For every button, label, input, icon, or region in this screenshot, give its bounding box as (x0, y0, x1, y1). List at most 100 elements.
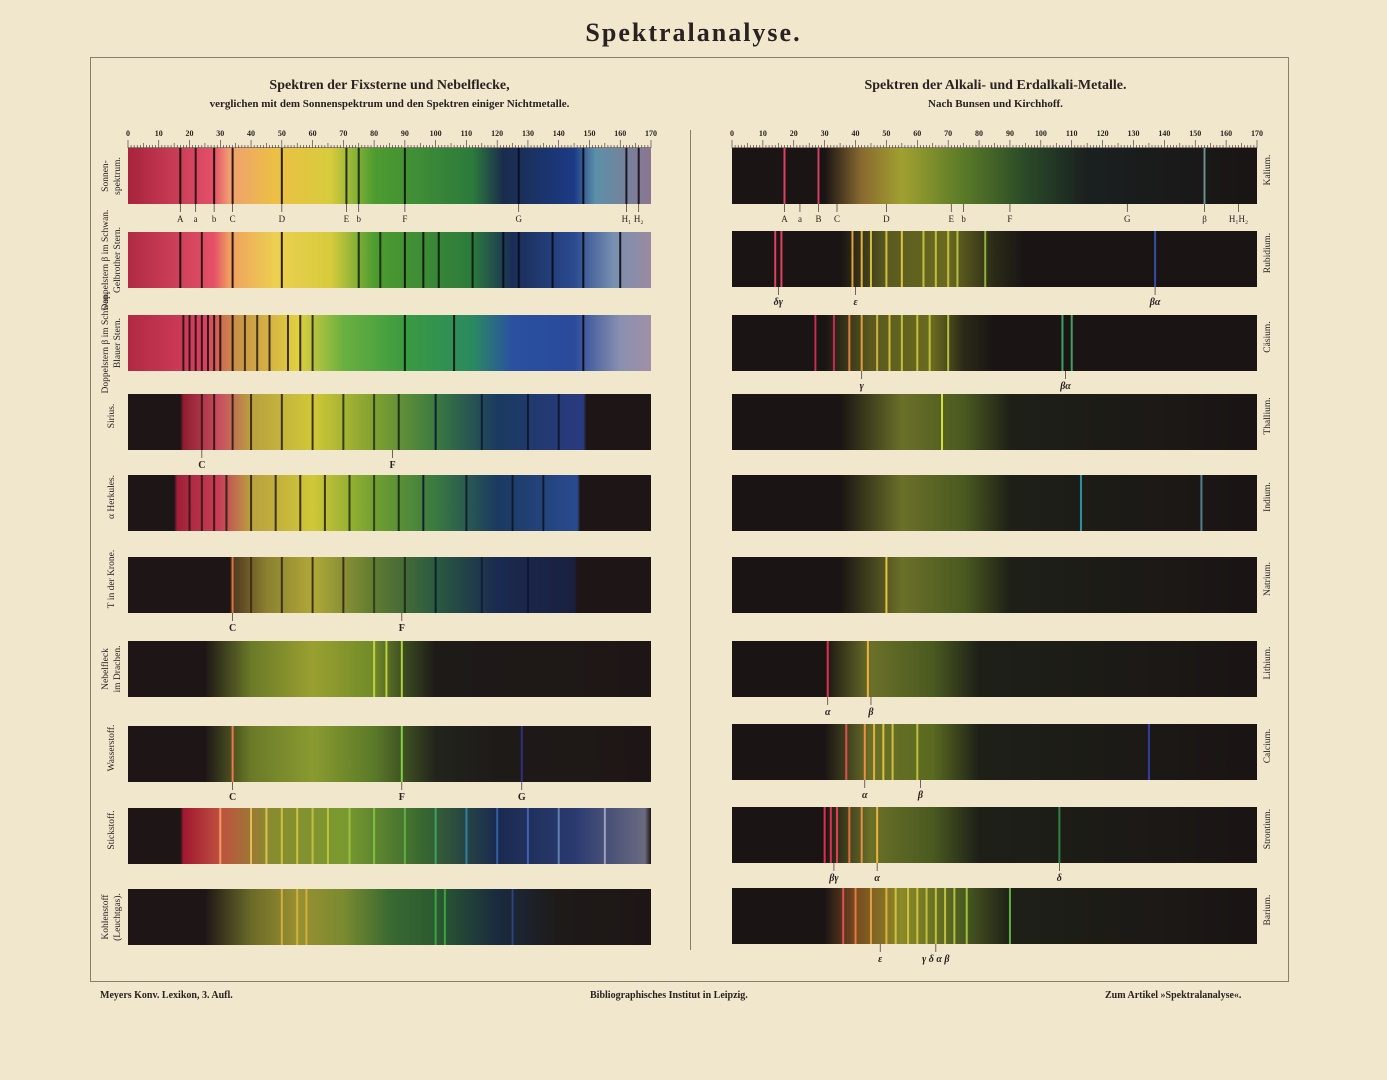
scale-tick-label: 120 (1097, 129, 1109, 138)
fraunhofer-label: F (1007, 214, 1012, 224)
spectrum-bar (732, 148, 1257, 204)
spectral-line (280, 889, 283, 945)
spectral-line (866, 641, 869, 697)
spectral-line (471, 232, 474, 288)
spectral-line (783, 148, 786, 204)
line-label: βγ (828, 873, 839, 884)
spectral-line (434, 394, 437, 450)
spectral-line (200, 475, 203, 531)
spectral-line (213, 394, 216, 450)
spectral-line (965, 888, 968, 944)
spectral-line (437, 232, 440, 288)
spectral-line (206, 315, 209, 371)
spectral-line (863, 724, 866, 780)
line-label: α (862, 790, 868, 801)
scale-tick-label: 170 (1251, 129, 1263, 138)
scale-tick-label: 110 (461, 129, 473, 138)
scale-tick-label: 20 (790, 129, 798, 138)
spectral-line (1058, 807, 1061, 863)
fraunhofer-label: F (402, 214, 407, 224)
scale-tick-label: 10 (155, 129, 163, 138)
scale-tick-label: 170 (645, 129, 657, 138)
spectral-line (956, 231, 959, 287)
spectral-line (219, 808, 222, 864)
spectral-line (894, 888, 897, 944)
spectral-line (526, 808, 529, 864)
spectral-line (873, 724, 876, 780)
line-label: ε (853, 297, 858, 308)
spectral-line (256, 315, 259, 371)
spectral-line (1061, 315, 1064, 371)
spectral-line (891, 724, 894, 780)
spectral-line (434, 808, 437, 864)
spectral-line (885, 231, 888, 287)
spectrum-bar (732, 394, 1257, 450)
spectral-line (869, 231, 872, 287)
spectral-line (305, 889, 308, 945)
scale-tick-label: 30 (821, 129, 829, 138)
scale-tick-label: 80 (975, 129, 983, 138)
spectral-line (422, 475, 425, 531)
line-label: α (825, 707, 831, 718)
spectrum-bar (128, 726, 651, 782)
spectral-line (817, 148, 820, 204)
spectral-line (907, 888, 910, 944)
spectral-line (885, 888, 888, 944)
line-label: F (399, 623, 405, 634)
spectral-line (1008, 888, 1011, 944)
spectral-line (200, 315, 203, 371)
spectral-line (403, 315, 406, 371)
spectral-line (219, 315, 222, 371)
spectral-line (299, 315, 302, 371)
line-label: γ δ α β (922, 954, 950, 965)
right-panel-header: Spektren der Alkali- und Erdalkali-Metal… (732, 78, 1259, 110)
spectral-line (357, 148, 360, 204)
fraunhofer-label: D (279, 214, 286, 224)
spectrum-name: Barium. (1263, 894, 1273, 926)
line-label: F (390, 460, 396, 471)
spectral-line (280, 232, 283, 288)
spectral-line (348, 475, 351, 531)
spectral-line (280, 148, 283, 204)
spectral-line (243, 315, 246, 371)
spectral-line (179, 232, 182, 288)
spectral-line (953, 888, 956, 944)
spectrum-name: Kohlenstoff (Leuchtgas). (101, 893, 123, 941)
spectral-line (231, 557, 234, 613)
spectral-line (557, 808, 560, 864)
left-panel-heading: Spektren der Fixsterne und Nebelflecke, (269, 78, 510, 93)
spectral-line (848, 807, 851, 863)
right-panel-subheading: Nach Bunsen und Kirchhoff. (928, 98, 1063, 110)
fraunhofer-label: H₂ (634, 214, 644, 224)
spectral-line (1203, 148, 1206, 204)
spectral-line (947, 231, 950, 287)
spectral-line (188, 475, 191, 531)
spectral-line (443, 889, 446, 945)
spectral-line (357, 232, 360, 288)
fraunhofer-label: C (230, 214, 236, 224)
spectral-line (928, 315, 931, 371)
spectral-line (400, 726, 403, 782)
spectral-line (250, 808, 253, 864)
spectral-line (603, 808, 606, 864)
left-panel-header: Spektren der Fixsterne und Nebelflecke, … (128, 78, 651, 110)
line-label: C (198, 460, 205, 471)
spectral-line (373, 641, 376, 697)
spectral-line (854, 888, 857, 944)
fraunhofer-label: G (515, 214, 522, 224)
spectral-line (465, 808, 468, 864)
spectral-line (194, 315, 197, 371)
scale-tick-label: 0 (126, 129, 130, 138)
line-label: δγ (774, 297, 784, 308)
footer-institute: Bibliographisches Institut in Leipzig. (590, 990, 748, 1001)
scale-tick-label: 160 (614, 129, 626, 138)
spectral-line (385, 641, 388, 697)
spectral-line (480, 557, 483, 613)
fraunhofer-label: β (1202, 214, 1207, 224)
spectrum-bar (732, 557, 1257, 613)
spectral-line (194, 148, 197, 204)
scale-tick-label: 20 (186, 129, 194, 138)
spectrum-bar (128, 889, 651, 945)
spectral-line (876, 807, 879, 863)
spectral-line (934, 888, 937, 944)
